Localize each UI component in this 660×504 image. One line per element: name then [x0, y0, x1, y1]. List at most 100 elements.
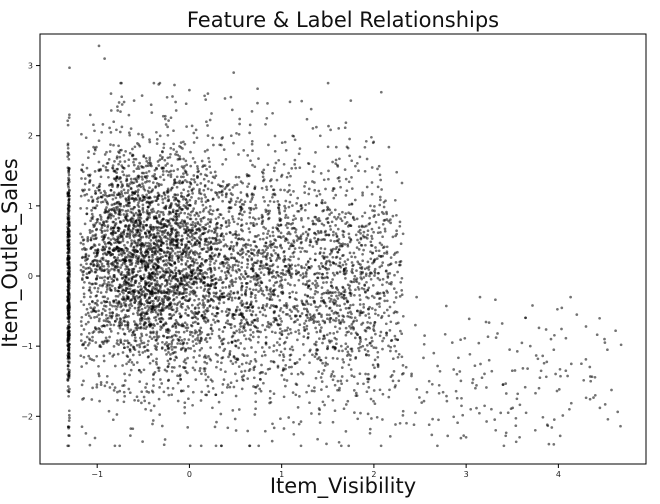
data-point [116, 305, 119, 308]
data-point [100, 262, 104, 266]
data-point [136, 241, 140, 244]
data-point [206, 222, 210, 225]
data-point [336, 297, 340, 300]
data-point [67, 409, 71, 413]
data-point [176, 374, 179, 378]
data-point [81, 278, 84, 282]
data-point [189, 270, 193, 273]
data-point [178, 291, 182, 294]
data-point [177, 269, 181, 272]
data-point [268, 209, 272, 213]
data-point [219, 226, 223, 230]
data-point [67, 157, 71, 161]
data-point [249, 275, 253, 279]
data-point [318, 134, 322, 138]
data-point [151, 255, 154, 259]
data-point [288, 283, 292, 287]
data-point [207, 288, 210, 291]
data-point [141, 206, 145, 210]
data-point [101, 164, 105, 168]
data-point [185, 163, 189, 167]
data-point [151, 419, 155, 422]
data-point [338, 304, 342, 308]
data-point [218, 345, 222, 349]
data-point [109, 323, 113, 327]
data-point [105, 374, 109, 378]
data-point [194, 338, 197, 341]
data-point [166, 287, 170, 291]
data-point [203, 338, 207, 342]
data-point [338, 157, 341, 161]
data-point [230, 340, 234, 344]
data-point [140, 401, 143, 405]
data-point [191, 403, 194, 407]
data-point [221, 162, 224, 166]
data-point [193, 291, 197, 295]
data-point [237, 296, 241, 299]
data-point [271, 195, 274, 199]
data-point [256, 326, 259, 330]
data-point [283, 188, 286, 192]
data-point [279, 223, 283, 227]
data-point [249, 267, 253, 271]
data-point [83, 280, 86, 284]
data-point [182, 286, 185, 289]
data-point [67, 298, 70, 302]
data-point [95, 251, 99, 255]
data-point [162, 303, 165, 307]
data-point [215, 291, 218, 295]
data-point [67, 332, 71, 336]
data-point [239, 191, 243, 194]
data-point [368, 427, 372, 431]
data-point [167, 378, 171, 382]
data-point [125, 362, 128, 366]
data-point [272, 320, 276, 324]
data-point [354, 233, 358, 237]
data-point [256, 317, 259, 320]
data-point [118, 300, 121, 304]
data-point [234, 280, 237, 284]
data-point [203, 94, 206, 98]
data-point [140, 293, 143, 297]
data-point [88, 113, 92, 117]
data-point [83, 246, 86, 250]
data-point [108, 286, 112, 290]
data-point [265, 116, 269, 120]
data-point [250, 252, 254, 255]
data-point [199, 336, 203, 340]
data-point [126, 345, 130, 349]
data-point [133, 250, 137, 254]
data-point [90, 282, 94, 286]
data-point [67, 240, 70, 244]
data-point [245, 309, 248, 313]
data-point [185, 291, 188, 295]
data-point [225, 232, 228, 236]
data-point [106, 224, 110, 227]
data-point [118, 292, 122, 296]
data-point [139, 314, 143, 318]
data-point [233, 417, 237, 421]
data-point [242, 149, 246, 152]
data-point [91, 386, 94, 390]
data-point [225, 276, 229, 280]
data-point [290, 345, 294, 349]
data-point [149, 233, 152, 237]
data-point [377, 226, 381, 230]
data-point [261, 171, 265, 175]
data-point [217, 400, 221, 404]
data-point [319, 299, 323, 303]
data-point [339, 344, 343, 348]
data-point [187, 338, 191, 341]
data-point [148, 156, 152, 160]
data-point [127, 158, 131, 162]
data-point [66, 335, 70, 338]
data-point [361, 191, 364, 195]
data-point [189, 286, 193, 290]
data-point [85, 335, 89, 339]
data-point [117, 144, 120, 148]
data-point [320, 222, 324, 226]
data-point [198, 264, 202, 268]
data-point [149, 196, 152, 200]
data-point [231, 264, 235, 267]
data-point [153, 278, 157, 282]
